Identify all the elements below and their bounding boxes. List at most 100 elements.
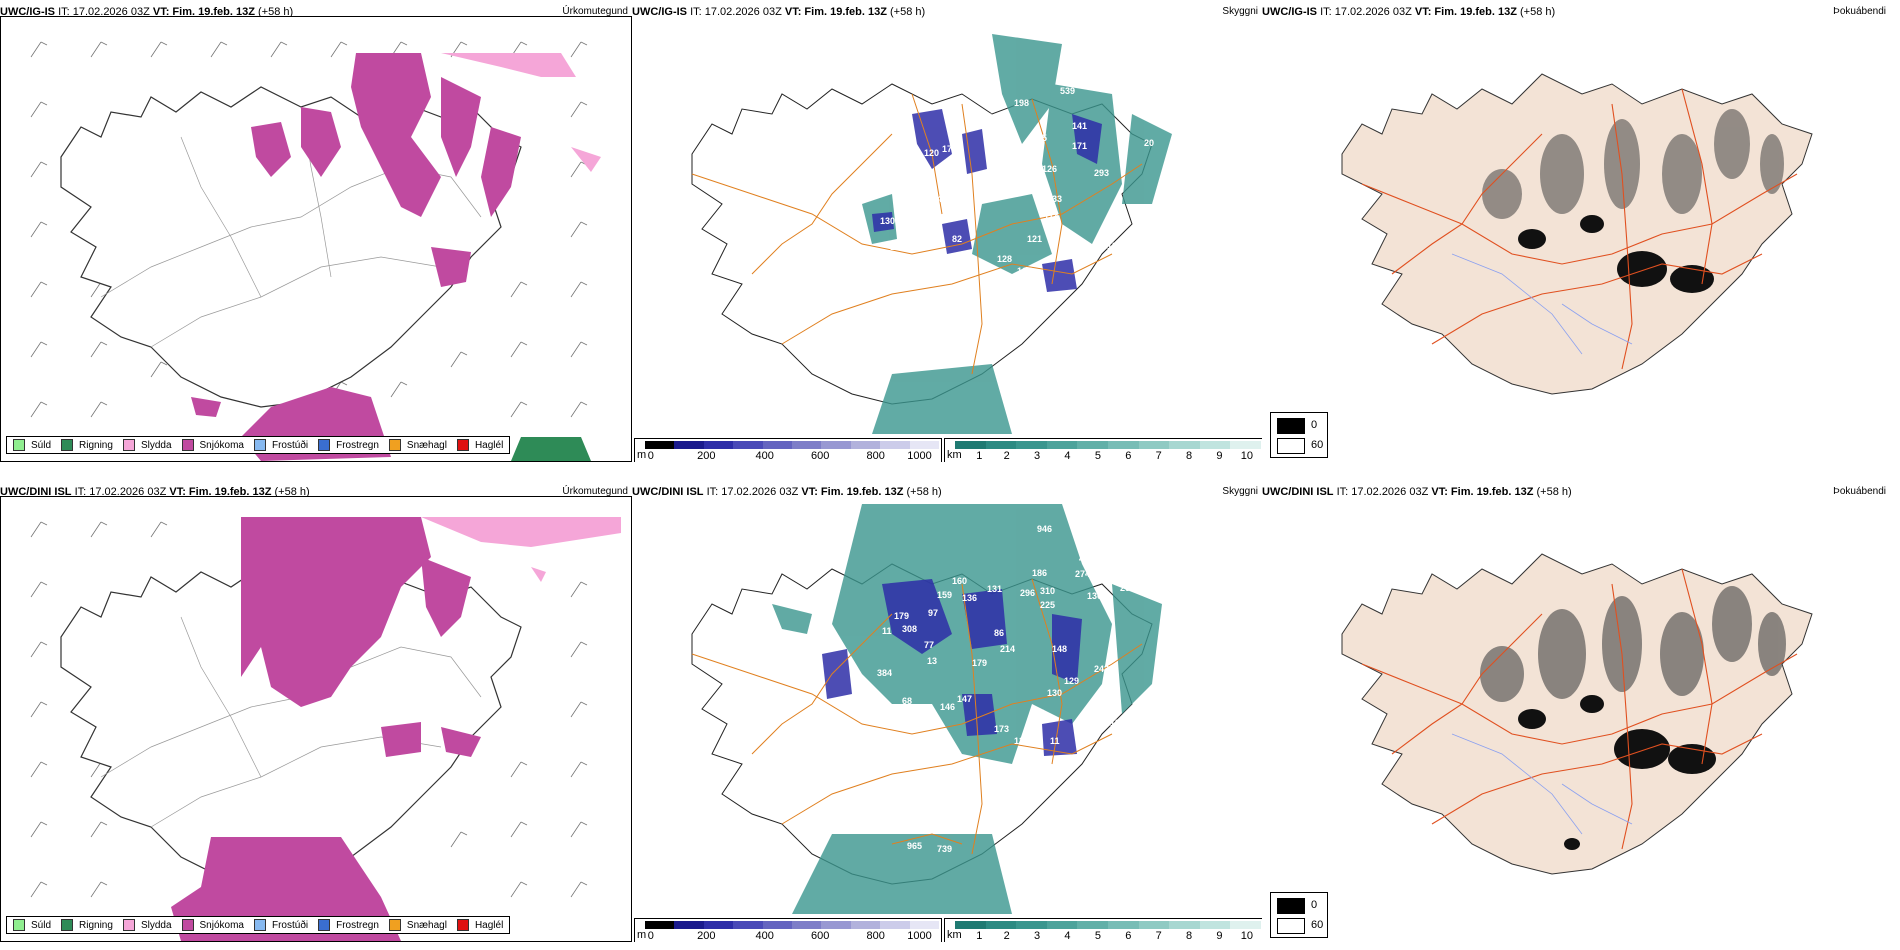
ceiling-label: 129 (1064, 676, 1079, 686)
ceiling-label: 739 (937, 844, 952, 854)
ceiling-label: 130 (1087, 591, 1102, 601)
ceiling-label: 173 (994, 724, 1009, 734)
legend-swatch (122, 919, 135, 931)
ceiling-unit: m (637, 929, 647, 941)
ceiling-label: 68 (902, 696, 912, 706)
panel-header: UWC/IG-IS IT: 17.02.2026 03Z VT: Fim. 19… (632, 0, 1262, 24)
ceiling-label: 148 (1052, 644, 1067, 654)
ceiling-label: 108 (1114, 264, 1129, 274)
init-time: IT: 17.02.2026 03Z (58, 6, 150, 18)
ceiling-label: 130 (1047, 688, 1062, 698)
ceiling-label: 126 (1042, 164, 1057, 174)
ceiling-tick: 600 (811, 450, 830, 462)
visibility-unit: km (947, 929, 962, 941)
legend-item: Slydda (122, 919, 172, 931)
legend-item: Frostúði (253, 919, 308, 931)
legend-item: Frostregn (318, 439, 379, 451)
legend-item: Frostregn (318, 919, 379, 931)
fog-index-legend: 0 60 (1270, 892, 1328, 938)
ceiling-label: 136 (962, 593, 977, 603)
ceiling-label: 13 (927, 656, 937, 666)
legend-item: Snjókoma (181, 919, 244, 931)
variable-name: Skyggni (1222, 486, 1258, 497)
lead-time: (+58 h) (258, 6, 294, 18)
legend-item: Súld (13, 439, 51, 451)
legend-swatch (181, 919, 194, 931)
legend-item: Rigning (61, 919, 113, 931)
ceiling-tick: 1000 (907, 930, 932, 942)
ceiling-label: 97 (928, 608, 938, 618)
ceiling-label: 171 (1072, 141, 1087, 151)
visibility-tick: 10 (1240, 450, 1253, 462)
cloud-panel-bottom: UWC/DINI ISL IT: 17.02.2026 03Z VT: Fim.… (632, 480, 1262, 942)
legend-swatch (61, 919, 74, 931)
legend-item: Frostúði (253, 439, 308, 451)
ceiling-label: 11 (882, 626, 892, 636)
variable-name: Þokuábendi (1833, 486, 1886, 497)
precip-panel-top: UWC/IG-IS IT: 17.02.2026 03Z VT: Fim. 19… (0, 0, 632, 462)
ceiling-label: 179 (972, 658, 987, 668)
ceiling-label: 120 (924, 148, 939, 158)
legend-swatch (318, 919, 331, 931)
visibility-tick: 4 (1064, 930, 1071, 942)
visibility-tick: 3 (1034, 930, 1041, 942)
precip-type-legend: Súld Rigning Slydda Snjókoma Frostúði Fr… (6, 436, 511, 454)
visibility-tick: 6 (1125, 450, 1132, 462)
panel-header: UWC/DINI ISL IT: 17.02.2026 03Z VT: Fim.… (1262, 480, 1900, 504)
model-name: UWC/IG-IS (0, 6, 55, 18)
ceiling-label: 26 (1120, 583, 1130, 593)
ceiling-label: 121 (1027, 234, 1042, 244)
visibility-tick: 2 (1003, 450, 1010, 462)
legend-swatch (1277, 918, 1305, 934)
ceiling-label: 131 (987, 584, 1002, 594)
variable-name: Þokuábendi (1833, 6, 1886, 17)
ceiling-label: 214 (1000, 644, 1015, 654)
ceiling-tick: 0 (647, 450, 654, 462)
fog-legend-high: 0 (1311, 899, 1318, 911)
ceiling-label: 539 (1060, 86, 1075, 96)
ceiling-label: 225 (1040, 600, 1055, 610)
panel-header: UWC/DINI ISL IT: 17.02.2026 03Z VT: Fim.… (0, 480, 632, 504)
variable-name: Skyggni (1222, 6, 1258, 17)
ceiling-label: 17 (942, 144, 952, 154)
legend-swatch (456, 919, 469, 931)
visibility-tick: 3 (1034, 450, 1041, 462)
visibility-tick: 7 (1155, 450, 1162, 462)
ceiling-label: 274 (1075, 569, 1090, 579)
fog-index-legend: 0 60 (1270, 412, 1328, 458)
ceiling-label: 308 (902, 624, 917, 634)
ceiling-tick: 0 (647, 930, 654, 942)
ceiling-label: 333 (1127, 541, 1142, 551)
legend-item: Snjókoma (181, 439, 244, 451)
legend-swatch (253, 439, 266, 451)
ceiling-label: 160 (952, 576, 967, 586)
visibility-tick: 8 (1186, 450, 1193, 462)
ceiling-label: 130 (880, 216, 895, 226)
legend-swatch (13, 919, 25, 931)
visibility-tick: 7 (1155, 930, 1162, 942)
variable-name: Úrkomutegund (562, 486, 628, 497)
panel-header: UWC/IG-IS IT: 17.02.2026 03Z VT: Fim. 19… (0, 0, 632, 24)
legend-swatch (318, 439, 331, 451)
ceiling-label: 384 (877, 668, 892, 678)
ceiling-label: 82 (952, 234, 962, 244)
legend-swatch (1277, 418, 1305, 434)
legend-item: Rigning (61, 439, 113, 451)
cloud-ceiling-map: 539 141 171 293 20 275 126 198 33 114 12… (691, 34, 1172, 434)
legend-swatch (61, 439, 74, 451)
ceiling-label: 180 (1030, 708, 1045, 718)
legend-item: Slydda (122, 439, 172, 451)
ceiling-label: 198 (1014, 98, 1029, 108)
ceiling-label: 195 (1110, 718, 1125, 728)
ceiling-label: 135 (1014, 736, 1029, 746)
ceiling-label: 11 (1050, 736, 1060, 746)
ceiling-tick: 400 (755, 930, 774, 942)
fog-legend-low: 60 (1311, 919, 1324, 931)
ceiling-label: 708 (1082, 531, 1097, 541)
ceiling-label: 77 (924, 640, 934, 650)
visibility-tick: 5 (1094, 930, 1101, 942)
ceiling-label: 243 (1094, 664, 1109, 674)
legend-item: Snæhagl (388, 919, 447, 931)
ceiling-label: 33 (1052, 194, 1062, 204)
visibility-colorbar: km 1 2 3 4 5 6 7 8 9 10 (944, 438, 1262, 462)
